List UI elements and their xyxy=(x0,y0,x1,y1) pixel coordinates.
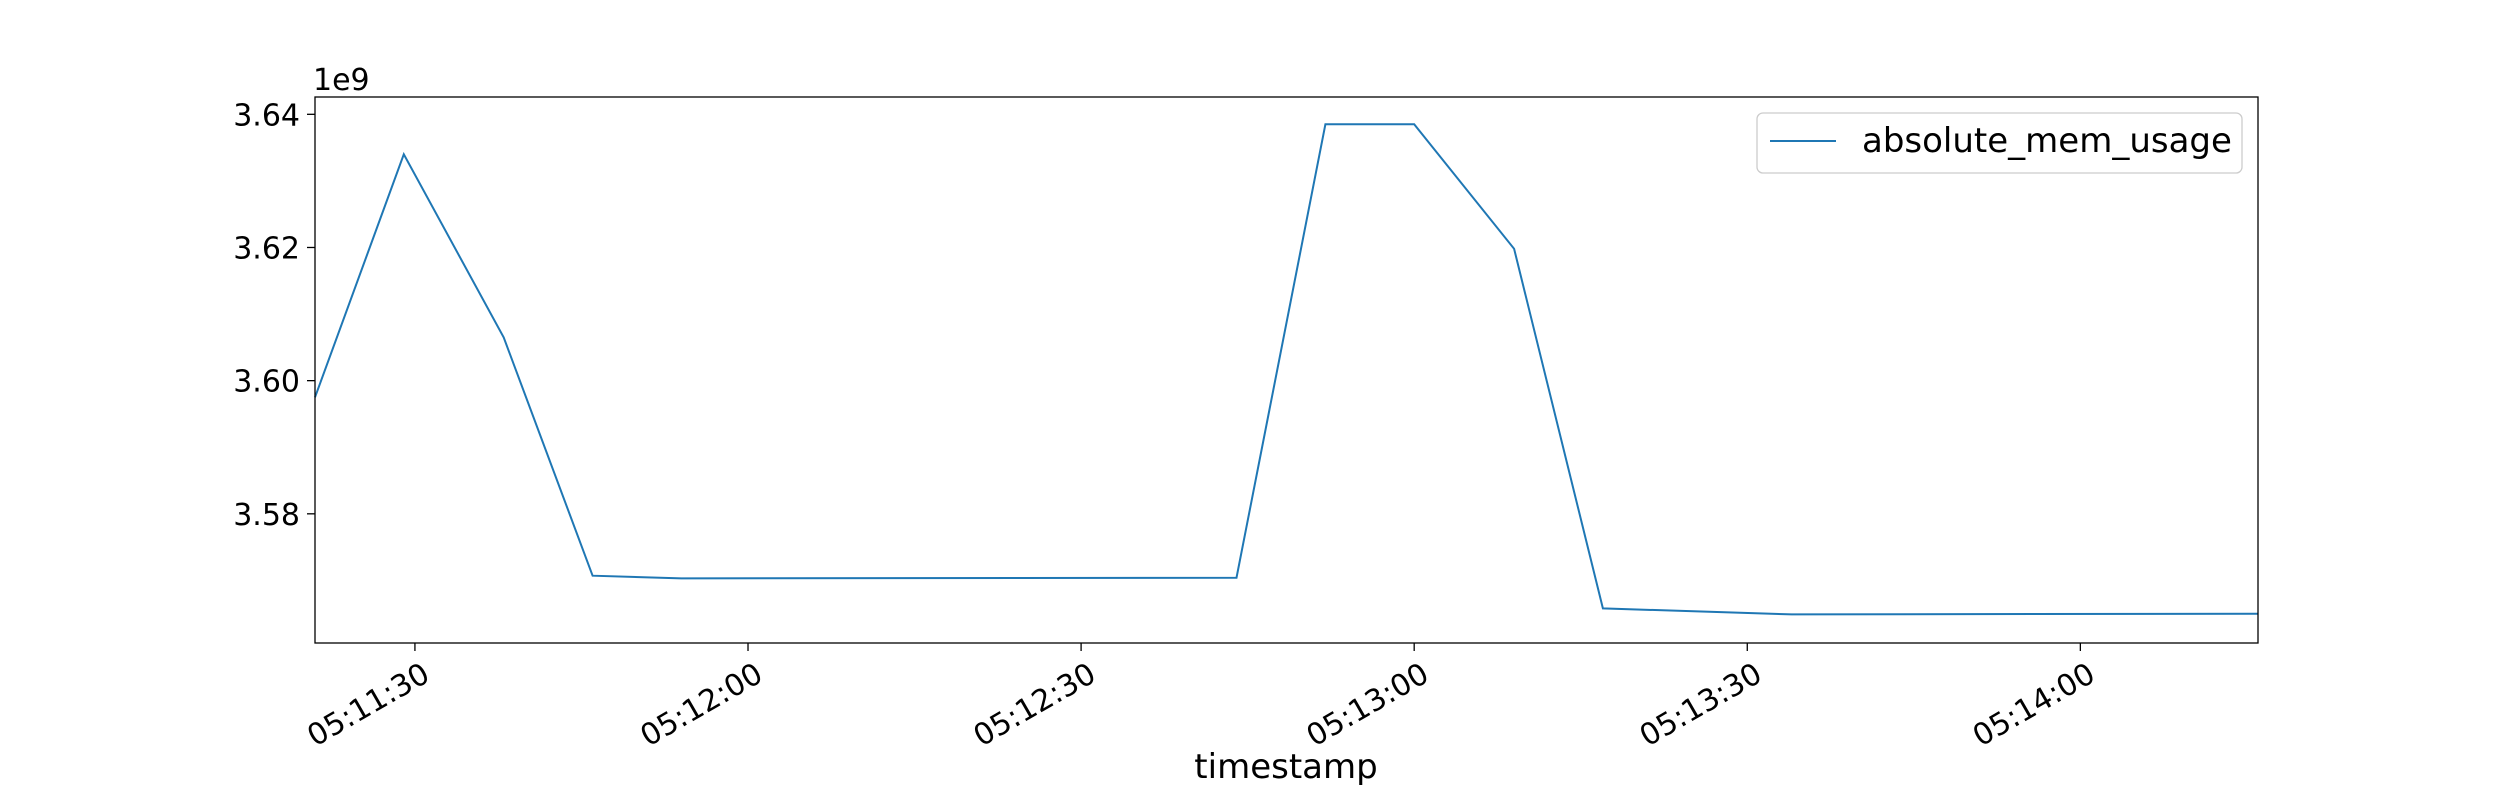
y-axis-offset-label: 1e9 xyxy=(313,63,370,98)
legend-label-absolute-mem-usage: absolute_mem_usage xyxy=(1862,121,2232,161)
y-axis-ticks: 3.58 3.60 3.62 3.64 xyxy=(233,98,315,533)
y-tick-label: 3.60 xyxy=(233,365,300,400)
x-tick-label: 05:13:30 xyxy=(1634,656,1768,754)
y-tick-label: 3.58 xyxy=(233,498,300,533)
plot-area xyxy=(314,96,2259,644)
x-tick-label: 05:11:30 xyxy=(302,656,436,754)
legend-box xyxy=(1756,112,2243,174)
y-tick-label: 3.64 xyxy=(233,98,300,133)
x-tick-label: 05:13:00 xyxy=(1301,656,1435,754)
y-tick-label: 3.62 xyxy=(233,231,300,266)
series-line-absolute-mem-usage xyxy=(314,123,2259,616)
x-tick-label: 05:14:00 xyxy=(1967,656,2101,754)
x-tick-label: 05:12:00 xyxy=(635,656,769,754)
x-axis-label: timestamp xyxy=(1194,747,1377,787)
x-tick-label: 05:12:30 xyxy=(968,656,1102,754)
legend: absolute_mem_usage xyxy=(1756,112,2243,174)
axes-frame xyxy=(314,96,2259,644)
x-axis-ticks: 05:11:30 05:12:00 05:12:30 05:13:00 05:13:30… xyxy=(302,643,2101,754)
